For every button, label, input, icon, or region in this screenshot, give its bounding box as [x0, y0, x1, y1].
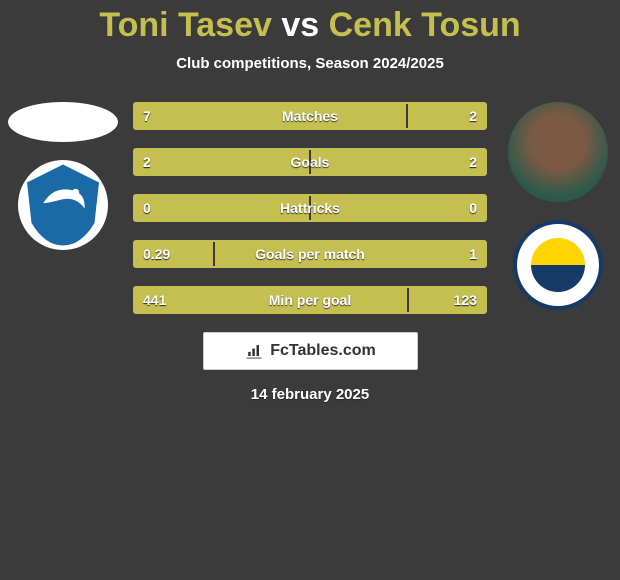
stat-label: Goals	[291, 154, 330, 170]
player1-name: Toni Tasev	[99, 6, 272, 44]
bar-fill-left	[135, 150, 309, 174]
bar-fill-left	[135, 104, 406, 128]
brand-badge[interactable]: FcTables.com	[203, 332, 418, 370]
fenerbahce-icon	[531, 238, 585, 292]
erzurumspor-icon	[18, 160, 108, 250]
vs-text: vs	[281, 6, 319, 44]
stat-row: 0.29 1 Goals per match	[133, 240, 487, 268]
stat-label: Hattricks	[280, 200, 340, 216]
content: 7 2 Matches 2 2 Goals 0 0 Hattricks 0.29 1 Goals pe…	[0, 102, 620, 314]
stat-row: 2 2 Goals	[133, 148, 487, 176]
page-title: Toni Tasev vs Cenk Tosun	[0, 0, 620, 45]
stat-value-left: 2	[143, 154, 151, 170]
player2-name: Cenk Tosun	[329, 6, 521, 44]
stat-value-right: 123	[454, 292, 477, 308]
player1-club-badge	[18, 160, 108, 250]
stat-label: Min per goal	[269, 292, 351, 308]
stats-bars: 7 2 Matches 2 2 Goals 0 0 Hattricks 0.29 1 Goals pe…	[125, 102, 495, 314]
subtitle: Club competitions, Season 2024/2025	[0, 55, 620, 72]
player1-avatar	[8, 102, 118, 142]
stat-row: 0 0 Hattricks	[133, 194, 487, 222]
stat-value-right: 2	[469, 154, 477, 170]
player2-club-badge	[513, 220, 603, 310]
right-side	[495, 102, 620, 314]
date-text: 14 february 2025	[0, 386, 620, 403]
left-side	[0, 102, 125, 314]
stat-value-left: 7	[143, 108, 151, 124]
stat-label: Goals per match	[255, 246, 365, 262]
chart-icon	[244, 341, 264, 361]
stat-value-left: 441	[143, 292, 166, 308]
stat-label: Matches	[282, 108, 338, 124]
stat-row: 7 2 Matches	[133, 102, 487, 130]
stat-value-right: 0	[469, 200, 477, 216]
player2-avatar	[508, 102, 608, 202]
brand-text: FcTables.com	[270, 342, 376, 360]
stat-value-left: 0	[143, 200, 151, 216]
stat-value-left: 0.29	[143, 246, 170, 262]
stat-value-right: 2	[469, 108, 477, 124]
stat-row: 441 123 Min per goal	[133, 286, 487, 314]
bar-fill-right	[311, 150, 485, 174]
stat-value-right: 1	[469, 246, 477, 262]
